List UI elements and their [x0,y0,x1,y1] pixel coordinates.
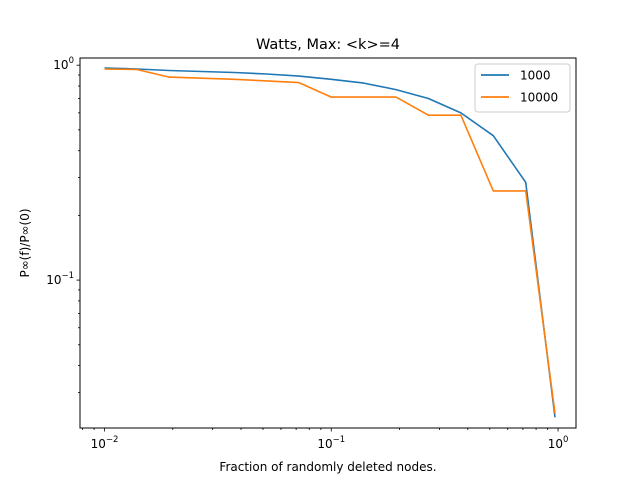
y-tick-label: 10−1 [46,271,74,287]
series-line-10000 [104,68,556,414]
y-axis-label: P∞(f)/P∞(0) [18,208,32,277]
x-tick-label: 100 [548,435,569,451]
plot-frame [79,57,577,429]
plot-area [80,58,576,428]
legend: 1000 10000 [474,63,571,113]
x-tick-label: 10−2 [91,435,119,451]
series-layer [104,67,556,418]
x-axis-label: Fraction of randomly deleted nodes. [219,460,436,474]
legend-label-1000: 1000 [520,69,551,83]
legend-frame [474,63,571,113]
x-axis-ticks: 10−2 10−1 100 [82,428,568,451]
chart-title: Watts, Max: <k>=4 [256,37,400,53]
legend-label-10000: 10000 [520,91,558,105]
x-tick-label: 10−1 [317,435,345,451]
y-axis-ticks: 10−1 100 [46,56,80,393]
series-line-1000 [104,67,556,418]
y-tick-label: 100 [53,56,74,72]
